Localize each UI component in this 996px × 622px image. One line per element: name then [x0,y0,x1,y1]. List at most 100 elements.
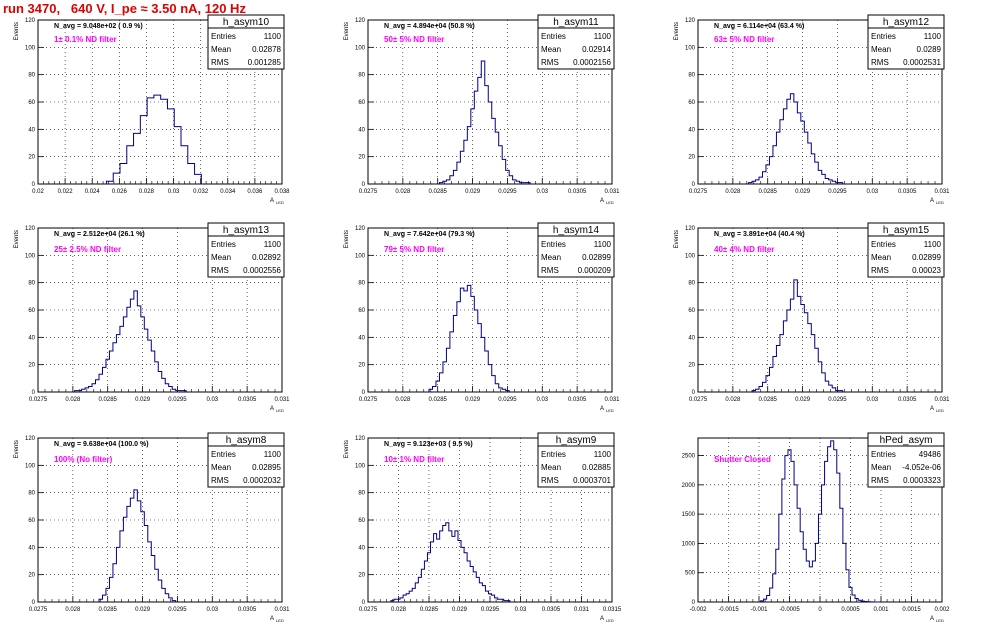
filter-label: 1± 0.1% ND filter [54,35,117,44]
histogram-bin [96,380,99,392]
x-tick-label: -0.0005 [779,607,800,613]
histogram-bin [449,531,452,602]
histogram-line [751,279,844,392]
y-tick-label: 80 [28,281,35,287]
x-tick-label: 0.024 [85,189,101,195]
histogram-panel-h_asym10: 0.02 0.022 0.024 0.026 0.028 0.03 0.032 0.034 0.… [14,14,290,205]
x-axis-label-subscript: LED [606,408,614,413]
histogram-bin [109,577,112,602]
histogram-bin [467,561,470,602]
x-tick-label: 0.031 [604,397,620,403]
y-tick-label: 80 [688,73,695,79]
x-tick-label: 0.0295 [498,397,517,403]
x-tick-label: 0.031 [934,189,950,195]
x-axis-label: A [270,198,274,204]
histogram-bin [766,165,769,184]
x-tick-label: 0.028 [139,189,155,195]
y-tick-label: 40 [358,127,365,133]
histogram-bin [144,525,147,602]
histogram-bin [130,299,133,392]
y-tick-label: 0 [692,182,696,188]
navg-label: N_avg = 2.512e+04 (26.1 %) [54,231,145,238]
x-tick-label: 0.0275 [359,189,378,195]
histogram-bin [776,132,779,184]
stats-entries-label: Entries [871,240,896,249]
stats-rms-label: RMS [211,476,229,485]
x-tick-label: 0.0315 [603,607,622,613]
histogram-bin [495,384,498,392]
stats-rms-label: RMS [211,58,229,67]
histogram-bin [780,120,783,184]
histogram-line [438,60,531,184]
filter-label: 79± 5% ND filter [384,245,444,254]
histogram-bin [443,525,446,602]
x-tick-label: 0.026 [112,189,128,195]
y-tick-label: 120 [685,18,696,24]
histogram-bin [174,127,181,184]
histogram-bin [471,296,474,392]
histogram-bin [460,151,463,184]
x-tick-label: 0.031 [274,607,290,613]
stats-rms-value: 0.0003701 [573,476,611,485]
stats-rms-value: 0.0003323 [903,476,941,485]
x-tick-label: 0.0295 [168,397,187,403]
y-tick-label: 120 [355,226,366,232]
y-tick-label: 1500 [682,512,696,518]
y-axis-label: Events [14,440,20,458]
histogram-line [74,290,187,392]
histogram-bin [116,547,119,602]
stats-mean-label: Mean [541,463,561,472]
navg-label: N_avg = 9.638e+04 (100.0 %) [54,441,149,448]
x-tick-label: 0.0275 [29,397,48,403]
histogram-bin [481,337,484,392]
y-tick-label: 0 [692,600,696,606]
histogram-name: h_asym9 [556,435,597,446]
stats-mean-value: 0.02899 [582,253,611,262]
histogram-bin [113,173,120,184]
stats-mean-label: Mean [541,253,561,262]
stats-box [867,432,945,488]
histogram-bin [188,164,195,185]
y-tick-label: 80 [688,281,695,287]
x-tick-label: 0.028 [725,189,741,195]
x-tick-label: 0.03 [536,397,548,403]
x-tick-label: 0.0305 [568,397,587,403]
stats-mean-value: 0.02892 [252,253,281,262]
x-axis-label-subscript: LED [276,618,284,622]
histogram-bin [492,118,495,184]
histogram-bin [155,362,158,392]
stats-entries-value: 1100 [594,32,612,41]
x-tick-label: 0.034 [220,189,236,195]
histogram-bin [455,531,458,602]
histogram-bin [818,362,821,392]
y-tick-label: 80 [358,491,365,497]
stats-rms-value: 0.00023 [912,266,941,275]
x-tick-label: 0.0285 [420,607,439,613]
histogram-name: h_asym12 [883,17,930,28]
histogram-bin [109,351,112,392]
histogram-bin [787,310,790,392]
y-tick-label: 0 [32,390,36,396]
y-tick-label: 60 [688,308,695,314]
histogram-name: h_asym13 [223,225,270,236]
y-tick-label: 40 [358,335,365,341]
histogram-panel-h_asym14: 0.0275 0.028 0.0285 0.029 0.0295 0.03 0.0305 0.… [344,222,620,413]
histogram-bin [804,132,807,184]
histogram-bin [140,116,147,184]
x-tick-label: 0.03 [206,397,218,403]
navg-label: N_avg = 6.114e+04 (63.4 %) [714,23,804,30]
x-tick-label: 0.029 [135,607,151,613]
histogram-bin [499,146,502,184]
x-tick-label: 0.029 [465,189,481,195]
stats-mean-label: Mean [871,253,891,262]
histogram-bin [801,121,804,184]
histogram-name: h_asym8 [226,435,267,446]
x-tick-label: 0.0005 [841,607,860,613]
histogram-bin [776,346,779,392]
histogram-bin [154,95,161,184]
x-tick-label: 0.0305 [238,607,257,613]
histogram-line [98,489,177,602]
x-tick-label: 0 [818,607,822,613]
x-axis-label-subscript: LED [936,408,944,413]
stats-entries-label: Entries [211,32,236,41]
